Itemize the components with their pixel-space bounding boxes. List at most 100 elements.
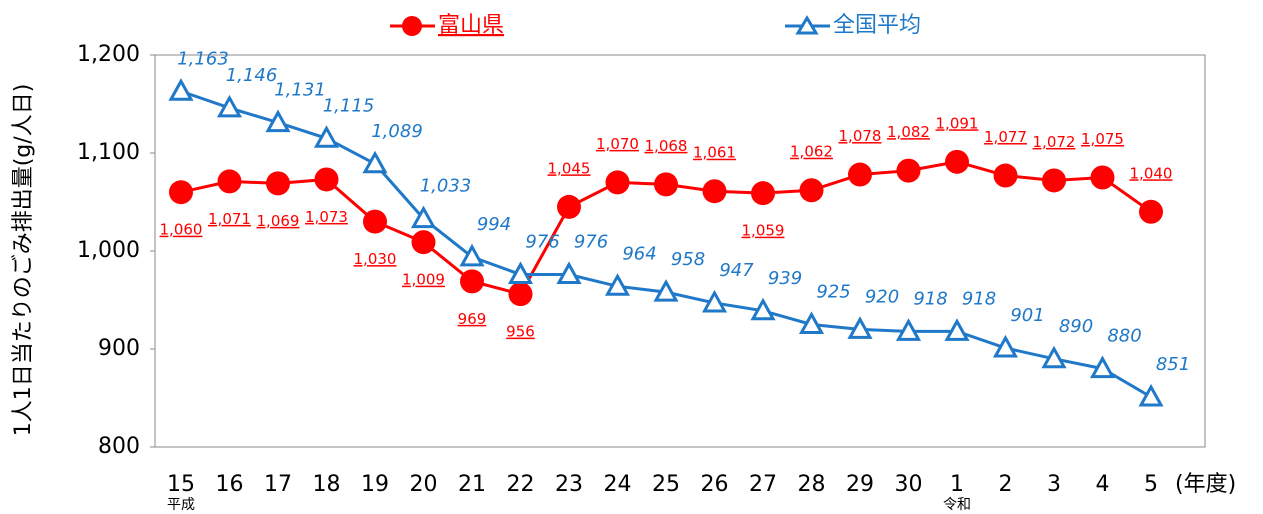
x-tick-label: 24	[604, 472, 632, 497]
data-label: 956	[506, 323, 535, 341]
point	[362, 150, 388, 174]
point	[266, 171, 290, 196]
data-label: 976	[525, 232, 559, 253]
x-tick-label: 17	[264, 472, 292, 497]
point	[1090, 165, 1115, 190]
data-label: 918	[962, 288, 996, 309]
y-tick-label: 900	[98, 336, 140, 361]
data-label: 994	[477, 214, 511, 235]
data-label: 1,040	[1130, 164, 1173, 182]
point	[944, 318, 970, 341]
data-label: 1,060	[160, 221, 203, 239]
data-label: 1,077	[984, 128, 1027, 146]
data-label: 1,045	[548, 159, 591, 177]
point	[799, 178, 824, 203]
x-sublabel: 令和	[943, 497, 971, 513]
data-label: 1,030	[354, 250, 397, 268]
y-tick-label: 1,200	[77, 42, 140, 67]
point	[557, 194, 581, 219]
point	[363, 209, 387, 234]
data-label: 1,072	[1033, 133, 1076, 151]
data-label: 920	[865, 286, 899, 307]
point	[507, 261, 534, 285]
data-label: 1,071	[208, 210, 251, 228]
x-tick-label: 5	[1144, 472, 1158, 497]
point	[1138, 383, 1164, 407]
data-label: 1,033	[420, 176, 472, 197]
data-label: 1,163	[177, 48, 229, 69]
y-tick-label: 800	[98, 434, 140, 459]
legend-label: 全国平均	[833, 13, 921, 38]
legend-marker	[795, 15, 819, 35]
data-label: 958	[671, 249, 705, 270]
data-label: 851	[1156, 354, 1190, 375]
x-sublabel: 平成	[167, 497, 195, 513]
y-tick-label: 1,100	[77, 140, 140, 165]
x-tick-label: 4	[1096, 472, 1110, 497]
point	[459, 243, 485, 267]
data-label: 901	[1010, 305, 1044, 326]
data-label: 890	[1059, 316, 1093, 337]
point	[217, 169, 242, 194]
point	[895, 318, 922, 341]
data-label: 1,082	[887, 123, 930, 141]
data-label: 1,091	[936, 114, 979, 132]
point	[945, 149, 969, 174]
x-tick-label: 15	[167, 472, 195, 497]
data-label: 1,075	[1081, 130, 1124, 148]
point	[848, 162, 872, 187]
point	[847, 316, 873, 339]
point	[798, 311, 825, 334]
x-tick-label: 16	[216, 472, 244, 497]
x-tick-label: 26	[701, 472, 729, 497]
data-label: 1,059	[742, 222, 785, 240]
point	[556, 261, 582, 285]
point	[313, 125, 340, 148]
data-label: 1,069	[257, 212, 300, 230]
x-tick-label: 19	[361, 472, 389, 497]
x-tick-label: 28	[798, 472, 826, 497]
x-tick-label: 23	[555, 472, 583, 497]
point	[654, 172, 678, 197]
legend-marker	[402, 16, 422, 36]
y-tick-label: 1,000	[77, 238, 140, 263]
point	[410, 205, 437, 229]
data-label: 1,115	[323, 95, 375, 116]
x-tick-label: 22	[507, 472, 535, 497]
x-tick-label: 20	[410, 472, 438, 497]
point	[605, 170, 630, 195]
point	[216, 94, 243, 118]
point	[1089, 355, 1116, 379]
data-label: 1,078	[839, 127, 882, 145]
point	[314, 167, 339, 192]
data-label: 1,070	[596, 135, 639, 153]
point	[993, 163, 1018, 188]
legend-label: 富山県	[438, 13, 504, 38]
point	[265, 109, 291, 133]
point	[701, 289, 728, 313]
data-label: 1,062	[790, 143, 833, 161]
data-label: 1,009	[402, 271, 445, 289]
data-label: 947	[719, 260, 754, 281]
point	[702, 179, 727, 204]
x-tick-label: 2	[999, 472, 1013, 497]
point	[604, 273, 631, 296]
point	[168, 78, 194, 101]
point	[169, 180, 193, 205]
point	[896, 158, 921, 183]
x-tick-label: 25	[652, 472, 680, 497]
data-label: 1,131	[274, 80, 326, 101]
data-label: 1,089	[371, 121, 423, 142]
x-tick-label: 1	[950, 472, 964, 497]
data-label: 969	[458, 310, 487, 328]
y-axis-label: 1人1日当たりのごみ排出量(g/人日)	[11, 84, 36, 437]
data-label: 925	[816, 282, 850, 303]
data-label: 1,061	[693, 144, 736, 162]
x-tick-label: 27	[749, 472, 777, 497]
x-tick-label: 30	[895, 472, 923, 497]
point	[992, 334, 1019, 358]
data-label: 1,068	[645, 137, 688, 155]
x-tick-label: 18	[313, 472, 341, 497]
point	[1139, 199, 1163, 224]
